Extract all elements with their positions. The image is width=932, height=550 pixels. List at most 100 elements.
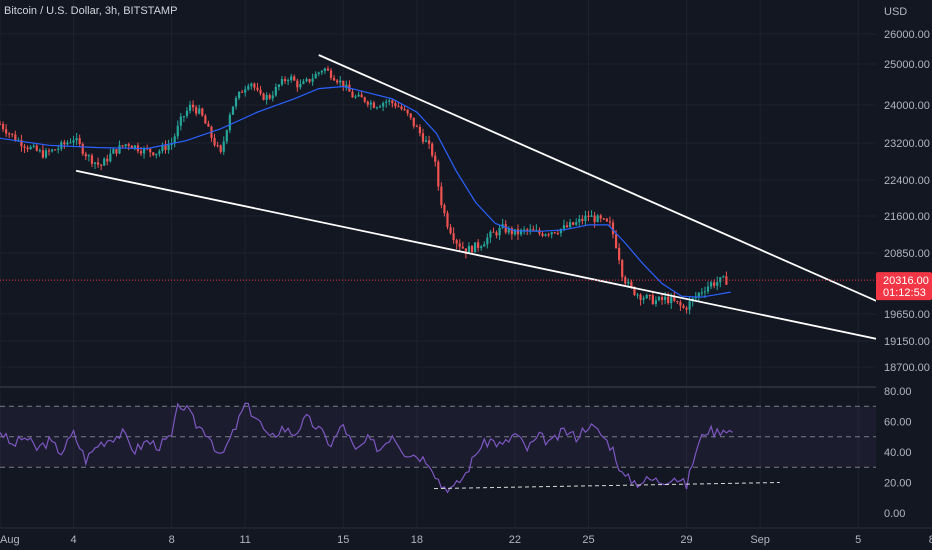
candle-body xyxy=(222,141,225,152)
candle-body xyxy=(176,125,179,137)
price-tick-labels: 26000.00 25000.00 24000.00 23200.00 22400.00… xyxy=(884,29,930,374)
time-tick-label: 25 xyxy=(582,534,594,546)
candle-body xyxy=(602,218,605,220)
candle-body xyxy=(470,246,474,253)
candle-body xyxy=(265,95,268,100)
candle-body xyxy=(709,282,713,287)
candle-body xyxy=(700,292,703,294)
candle-body xyxy=(366,101,369,105)
candle-body xyxy=(633,287,636,295)
candle-body xyxy=(118,145,121,154)
candle-body xyxy=(109,153,112,162)
candle-body xyxy=(477,242,480,249)
candle-body xyxy=(449,227,452,234)
price-pane[interactable] xyxy=(0,54,918,349)
candle-body xyxy=(139,151,143,154)
candle-body xyxy=(329,70,333,78)
candle-body xyxy=(277,84,281,87)
candle-body xyxy=(556,233,559,235)
candle-body xyxy=(204,115,207,124)
candle-body xyxy=(498,227,501,236)
rsi-pane[interactable] xyxy=(0,402,876,494)
candle-body xyxy=(394,103,397,107)
candle-body xyxy=(72,140,75,143)
candle-body xyxy=(293,76,296,81)
trendlines-group[interactable] xyxy=(75,54,918,349)
candle-body xyxy=(415,126,418,128)
candle-body xyxy=(507,228,510,233)
candle-body xyxy=(581,218,584,221)
candle-body xyxy=(452,233,455,241)
candle-body xyxy=(651,295,654,305)
candle-body xyxy=(697,293,700,297)
candle-body xyxy=(66,142,69,145)
trendline[interactable] xyxy=(75,169,918,349)
candle-body xyxy=(357,94,360,97)
candle-body xyxy=(660,296,664,300)
candle-body xyxy=(216,145,219,147)
candle-body xyxy=(296,80,299,88)
candle-body xyxy=(173,136,176,144)
candle-body xyxy=(722,276,725,278)
candle-body xyxy=(547,234,550,236)
candle-body xyxy=(225,130,228,142)
candle-body xyxy=(703,291,707,293)
candle-body xyxy=(47,150,51,152)
candle-body xyxy=(480,246,483,249)
candle-body xyxy=(676,300,679,302)
candle-body xyxy=(614,234,618,248)
price-axis[interactable]: USD 26000.00 25000.00 24000.00 23200.00 2240… xyxy=(876,0,932,528)
price-tick-label: 22400.00 xyxy=(884,175,930,187)
candle-body xyxy=(584,215,587,221)
candle-body xyxy=(195,107,198,114)
currency-label: USD xyxy=(884,6,907,18)
trendline[interactable] xyxy=(318,54,918,320)
candle-body xyxy=(332,77,336,81)
time-axis[interactable]: Aug 4 8 11 15 18 22 25 29 Sep 5 8 xyxy=(0,527,932,550)
candle-body xyxy=(41,150,45,158)
candle-body xyxy=(161,145,164,152)
candle-body xyxy=(590,215,593,217)
candle-body xyxy=(20,140,23,147)
moving-average-line xyxy=(0,85,731,298)
rsi-bands xyxy=(0,405,876,468)
candle-body xyxy=(565,225,569,228)
candle-body xyxy=(636,294,639,296)
time-tick-label: 4 xyxy=(70,534,76,546)
candle-body xyxy=(535,230,538,232)
candle-body xyxy=(326,68,330,71)
time-tick-label: 22 xyxy=(509,534,521,546)
candle-body xyxy=(78,138,81,145)
candle-body xyxy=(437,161,440,187)
candle-body xyxy=(492,231,495,233)
grid xyxy=(0,0,932,528)
candle-body xyxy=(283,79,287,82)
time-tick-label: 5 xyxy=(855,534,861,546)
candle-body xyxy=(8,133,11,135)
rsi-divergence-line[interactable] xyxy=(433,482,780,490)
rsi-tick-label: 0.00 xyxy=(884,508,905,520)
candle-body xyxy=(519,229,523,235)
candle-body xyxy=(280,79,284,85)
candle-body xyxy=(336,80,339,83)
candle-body xyxy=(274,86,277,96)
price-tick-label: 23200.00 xyxy=(884,138,930,150)
time-tick-labels: Aug 4 8 11 15 18 22 25 29 Sep 5 8 xyxy=(0,534,932,546)
candle-body xyxy=(369,102,372,105)
candle-body xyxy=(244,89,247,93)
candle-body xyxy=(679,301,682,306)
candle-body xyxy=(35,145,38,151)
candle-body xyxy=(713,282,716,286)
candle-body xyxy=(673,297,676,301)
candle-body xyxy=(550,232,553,235)
candle-body xyxy=(124,144,127,147)
candle-body xyxy=(464,248,467,254)
candle-body xyxy=(605,218,608,222)
candle-body xyxy=(299,83,302,88)
candle-body xyxy=(152,152,155,156)
candle-body xyxy=(495,232,498,236)
candle-body xyxy=(207,123,210,127)
candle-body xyxy=(90,155,94,164)
candle-body xyxy=(256,87,259,90)
